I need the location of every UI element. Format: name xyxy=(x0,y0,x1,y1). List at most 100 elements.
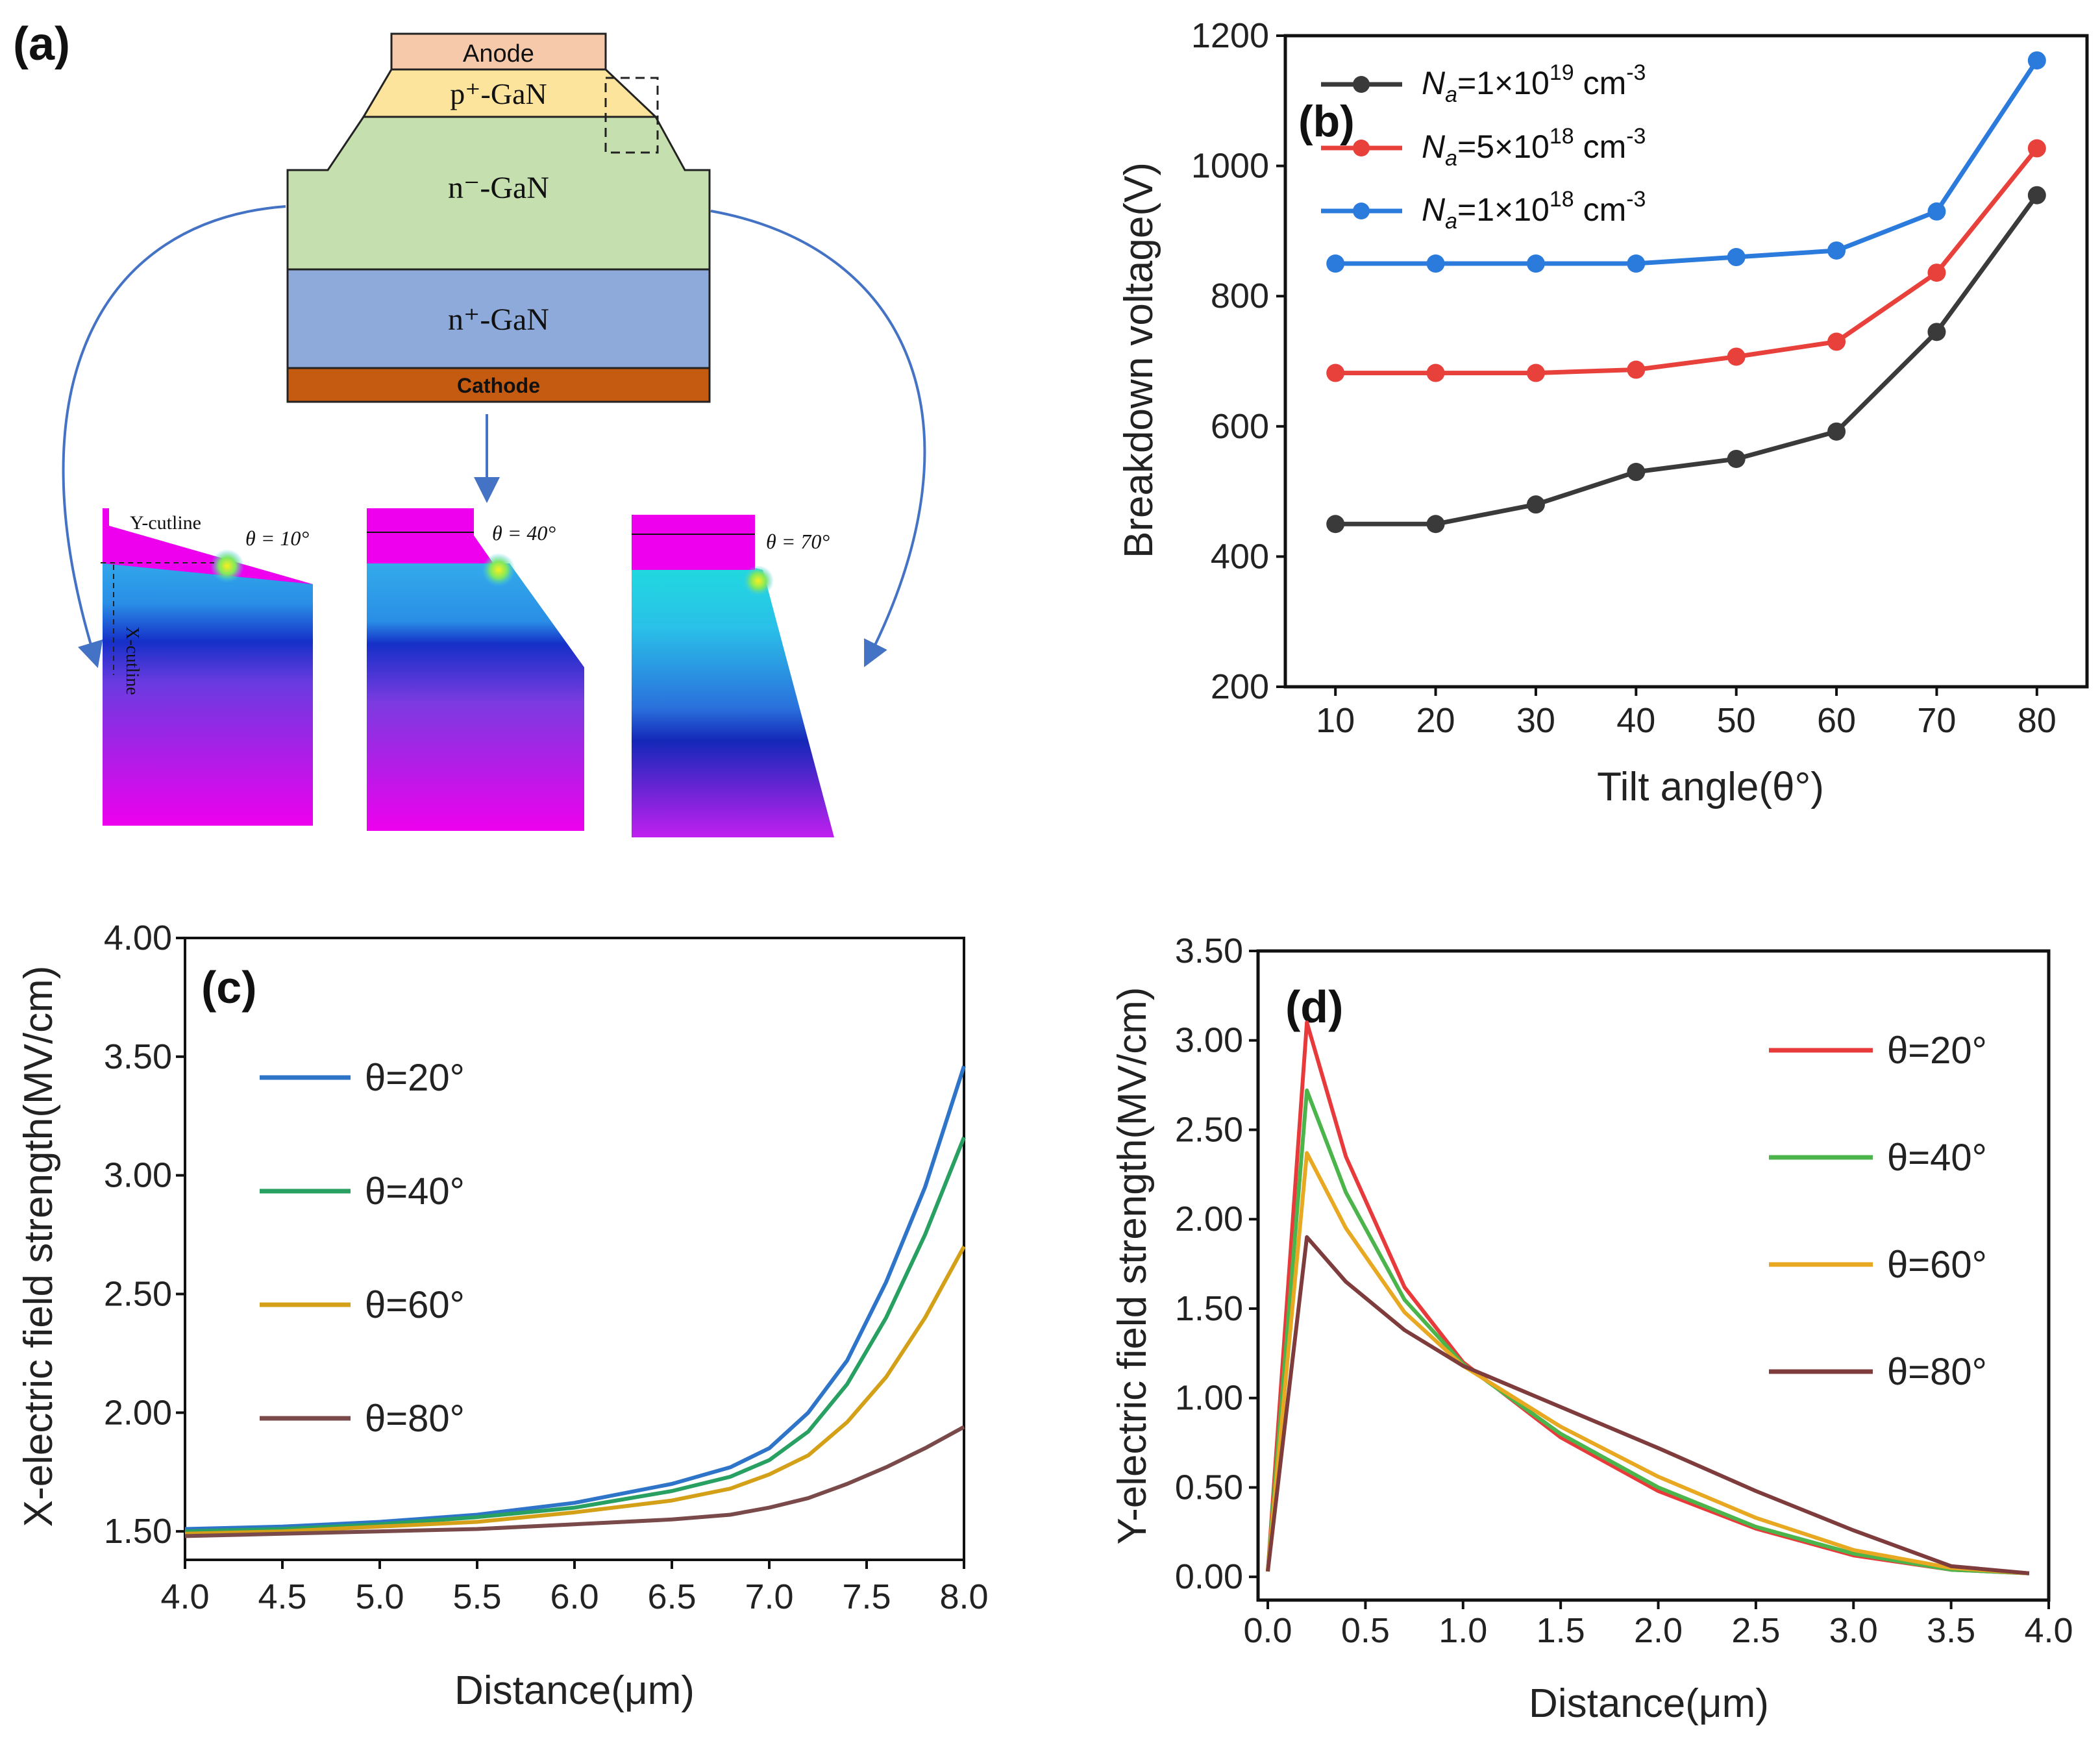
data-point xyxy=(1627,254,1646,273)
y-tick-label: 1.50 xyxy=(104,1512,172,1551)
data-point xyxy=(1526,495,1545,514)
series-line-1 xyxy=(1266,1088,2030,1575)
series-line-0 xyxy=(184,1065,966,1531)
series-line-2 xyxy=(1335,59,2039,266)
x-tick-label: 7.5 xyxy=(842,1577,891,1616)
legend-label-1: θ=40° xyxy=(365,1170,465,1213)
x-tick-label: 6.0 xyxy=(550,1577,599,1616)
chart-c-series xyxy=(184,1065,966,1538)
chart-d-frame xyxy=(1256,949,2051,1602)
x-tick-label: 3.0 xyxy=(1829,1611,1878,1650)
x-tick-label: 60 xyxy=(1817,701,1856,740)
x-tick-label: 3.5 xyxy=(1927,1611,1975,1650)
x-tick-label: 0.5 xyxy=(1341,1611,1390,1650)
series-line-1 xyxy=(1335,147,2039,376)
theta40-label: θ = 40° xyxy=(492,521,556,545)
x-tick-label: 80 xyxy=(2018,701,2057,740)
theta70-label: θ = 70° xyxy=(766,530,830,553)
x-tick-label: 70 xyxy=(1917,701,1956,740)
y-tick-label: 2.50 xyxy=(1175,1110,1243,1149)
x-tick-label: 4.5 xyxy=(258,1577,306,1616)
y-cutline-label: Y-cutline xyxy=(130,512,201,534)
chart-b-frame xyxy=(1283,34,2089,689)
legend-label-3: θ=80° xyxy=(1887,1351,1987,1393)
y-tick-label: 3.50 xyxy=(104,1037,172,1076)
chart-c-ylabel: X-electric field strength(MV/cm) xyxy=(16,966,61,1527)
chart-c-frame xyxy=(184,937,965,1561)
y-tick-label: 0.50 xyxy=(1175,1468,1243,1507)
anode-label: Anode xyxy=(463,40,534,68)
x-tick-label: 1.0 xyxy=(1439,1611,1487,1650)
arrow-to-theta10 xyxy=(62,205,286,669)
chart-d: (d) 0.0 0.5 1.0 1.5 2.0 2.5 3.0 3.5 4.0 0.00 0.50 1… xyxy=(1110,931,2073,1726)
series-line-0 xyxy=(1266,1020,2030,1575)
y-tick-label: 200 xyxy=(1211,667,1269,706)
legend-na-5e18: Na=5×1018 cm-3 xyxy=(1422,124,1646,171)
panel-a-device-schematic: (a) Anode p⁺-GaN n⁻-GaN n⁺-GaN Cathode Y… xyxy=(13,18,926,837)
data-point xyxy=(1727,449,1746,468)
data-point xyxy=(1927,202,1946,221)
cathode-label: Cathode xyxy=(457,374,540,397)
series-line-3 xyxy=(1266,1235,2030,1575)
x-tick-label: 2.0 xyxy=(1634,1611,1683,1650)
x-tick-label: 4.0 xyxy=(2024,1611,2073,1650)
y-tick-label: 2.50 xyxy=(104,1274,172,1313)
chart-b-label: (b) xyxy=(1298,97,1355,146)
x-tick-label: 4.0 xyxy=(160,1577,209,1616)
y-tick-label: 800 xyxy=(1211,277,1269,315)
data-point xyxy=(2027,51,2046,70)
data-point xyxy=(1426,515,1445,534)
data-point xyxy=(1426,364,1445,382)
y-tick-label: 1.00 xyxy=(1175,1379,1243,1418)
legend-na-1e18: Na=1×1018 cm-3 xyxy=(1422,187,1646,234)
x-tick-label: 10 xyxy=(1316,701,1355,740)
chart-c: (c) 4.0 4.5 5.0 5.5 6.0 6.5 7.0 7.5 8.0 1.50 2.00 2… xyxy=(16,919,989,1713)
data-point xyxy=(1927,323,1946,341)
simulation-theta70: θ = 70° xyxy=(632,515,834,837)
x-tick-label: 5.0 xyxy=(355,1577,404,1616)
data-point xyxy=(1326,254,1345,273)
y-tick-label: 400 xyxy=(1211,537,1269,576)
data-point xyxy=(1927,264,1946,282)
series-line-2 xyxy=(184,1245,966,1536)
x-tick-label: 30 xyxy=(1516,701,1555,740)
legend-na-1e19: Na=1×1019 cm-3 xyxy=(1422,60,1646,107)
data-point xyxy=(1326,515,1345,534)
data-point xyxy=(1827,332,1846,351)
arrow-to-theta70 xyxy=(710,210,926,667)
y-tick-label: 1.50 xyxy=(1175,1289,1243,1328)
chart-b-axes: 10 20 30 40 50 60 70 80 200 400 600 800 1000 1200 xyxy=(1191,16,2057,740)
x-tick-label: 40 xyxy=(1616,701,1655,740)
data-point xyxy=(1627,463,1646,482)
data-point xyxy=(2027,186,2046,204)
data-point xyxy=(1827,422,1846,441)
y-tick-label: 1000 xyxy=(1191,147,1269,186)
y-tick-label: 0.00 xyxy=(1175,1557,1243,1596)
y-tick-label: 1200 xyxy=(1191,16,1269,55)
series-line-3 xyxy=(184,1425,965,1538)
theta10-label: θ = 10° xyxy=(245,526,309,550)
legend-label-2: θ=60° xyxy=(1887,1244,1987,1286)
chart-b-xlabel: Tilt angle(θ°) xyxy=(1597,765,1824,809)
panel-a-label: (a) xyxy=(13,18,70,70)
x-tick-label: 8.0 xyxy=(939,1577,988,1616)
chart-c-axes: 4.0 4.5 5.0 5.5 6.0 6.5 7.0 7.5 8.0 1.50 2.00 2.50 3… xyxy=(104,919,989,1616)
x-tick-label: 5.5 xyxy=(452,1577,501,1616)
y-tick-label: 3.50 xyxy=(1175,931,1243,970)
x-tick-label: 50 xyxy=(1717,701,1756,740)
data-point xyxy=(1526,364,1545,382)
legend-label-1: θ=40° xyxy=(1887,1137,1987,1179)
data-point xyxy=(1727,248,1746,267)
data-point xyxy=(1326,364,1345,382)
legend-label-3: θ=80° xyxy=(365,1398,465,1440)
y-tick-label: 3.00 xyxy=(104,1156,172,1195)
simulation-theta10: Y-cutline X-cutline θ = 10° xyxy=(101,508,313,826)
chart-c-xlabel: Distance(μm) xyxy=(454,1668,695,1713)
legend-label-2: θ=60° xyxy=(365,1284,465,1326)
n-minus-gan-label: n⁻-GaN xyxy=(448,171,549,205)
chart-d-ylabel: Y-electric field strength(MV/cm) xyxy=(1110,987,1155,1544)
y-tick-label: 600 xyxy=(1211,407,1269,446)
chart-b-legend: Na=1×1019 cm-3 Na=5×1018 cm-3 Na=1×1018 … xyxy=(1321,60,1646,234)
data-point xyxy=(1727,347,1746,366)
